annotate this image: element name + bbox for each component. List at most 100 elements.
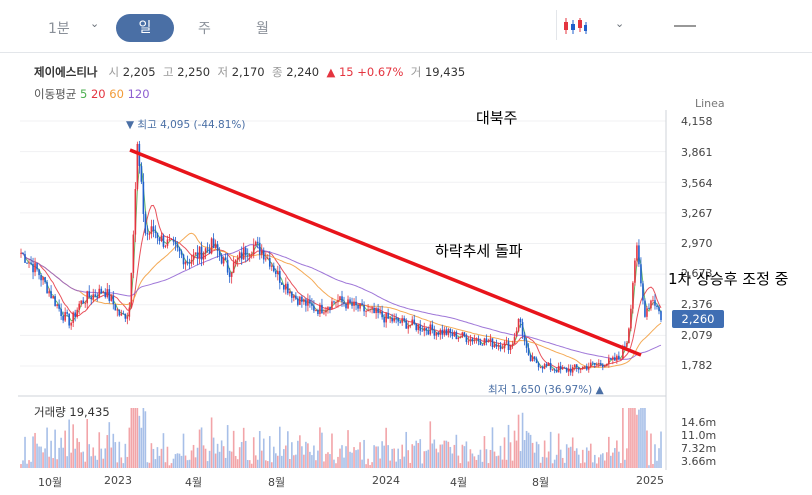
volume-bar bbox=[138, 415, 141, 468]
volume-bar bbox=[537, 444, 540, 468]
candle-body bbox=[210, 238, 213, 254]
volume-bar bbox=[439, 444, 442, 468]
candle-body bbox=[630, 308, 632, 329]
volume-bar bbox=[283, 449, 285, 468]
candle-body bbox=[565, 368, 568, 372]
volume-bar bbox=[387, 445, 389, 468]
volume-bar bbox=[78, 441, 80, 468]
candle-body bbox=[387, 313, 389, 319]
candle-body bbox=[577, 367, 580, 370]
volume-bar bbox=[126, 456, 129, 468]
volume-bar bbox=[561, 457, 564, 468]
candle-body bbox=[618, 355, 620, 359]
volume-bar bbox=[602, 453, 604, 468]
candle-body bbox=[264, 258, 267, 260]
volume-bar bbox=[507, 424, 510, 468]
volume-bar bbox=[465, 441, 468, 468]
volume-bar bbox=[409, 462, 412, 468]
candle-body bbox=[359, 303, 361, 309]
candle-body bbox=[497, 345, 500, 347]
volume-bar bbox=[102, 458, 105, 468]
volume-bar bbox=[511, 460, 514, 468]
candle-body bbox=[104, 292, 107, 298]
candle-body bbox=[48, 291, 50, 294]
volume-bar bbox=[642, 408, 644, 468]
candle-body bbox=[591, 362, 594, 364]
volume-bar bbox=[250, 463, 253, 468]
candle-body bbox=[604, 366, 606, 368]
candle-body bbox=[250, 254, 253, 255]
volume-bar bbox=[513, 430, 516, 468]
volume-bar bbox=[523, 440, 526, 468]
chevron-down-icon[interactable]: ⌄ bbox=[90, 17, 100, 30]
candle-body bbox=[427, 330, 430, 335]
volume-bar bbox=[44, 448, 46, 468]
candle-body bbox=[463, 332, 466, 337]
x-tick-label: 4월 bbox=[450, 476, 468, 489]
volume-bar bbox=[60, 437, 62, 468]
x-tick-label: 2024 bbox=[372, 474, 400, 487]
candle-body bbox=[365, 311, 367, 312]
candle-body bbox=[242, 247, 245, 260]
candle-body bbox=[297, 298, 299, 305]
tab-day[interactable]: 일 bbox=[116, 14, 174, 42]
candle-body bbox=[228, 272, 231, 277]
candle-body bbox=[246, 255, 249, 257]
tab-minute[interactable]: 1분 bbox=[48, 21, 70, 37]
tab-month[interactable]: 월 bbox=[256, 21, 269, 37]
volume-bar bbox=[391, 448, 393, 468]
volume-bar bbox=[547, 451, 550, 468]
candle-body bbox=[226, 259, 229, 273]
candle-body bbox=[598, 363, 600, 365]
volume-bar bbox=[339, 448, 341, 468]
candle-body bbox=[98, 288, 101, 298]
candle-body bbox=[136, 143, 139, 190]
candle-body bbox=[391, 317, 393, 322]
candle-body bbox=[260, 250, 263, 255]
volume-bar bbox=[421, 463, 424, 468]
volume-bar bbox=[222, 446, 225, 468]
candle-body bbox=[222, 257, 225, 264]
candle-body bbox=[132, 234, 135, 273]
minus-line-icon[interactable] bbox=[674, 24, 696, 28]
candle-body bbox=[182, 254, 185, 265]
stock-name: 제이에스티나 bbox=[34, 65, 98, 79]
candle-body bbox=[357, 305, 359, 309]
low-label: 저 bbox=[217, 65, 229, 79]
candle-body bbox=[140, 165, 143, 182]
chart-type-chevron-icon[interactable]: ⌄ bbox=[615, 17, 625, 30]
volume-bar bbox=[305, 441, 307, 468]
high-value: 2,250 bbox=[177, 65, 211, 79]
candle-body bbox=[638, 245, 640, 265]
candle-body bbox=[547, 362, 550, 366]
volume-bar bbox=[435, 448, 438, 468]
volume-bar bbox=[583, 462, 586, 468]
scale-type-label[interactable]: Linea bbox=[695, 97, 725, 110]
candle-body bbox=[481, 344, 484, 346]
volume-tick-label: 3.66m bbox=[681, 455, 717, 468]
candle-body bbox=[517, 318, 520, 332]
volume-bar bbox=[429, 421, 432, 468]
volume-bar bbox=[42, 452, 44, 468]
volume-bar bbox=[88, 444, 91, 468]
candle-body bbox=[507, 341, 510, 351]
candle-body bbox=[533, 356, 536, 359]
volume-bar bbox=[455, 434, 458, 468]
volume-bar bbox=[604, 460, 606, 468]
candle-body bbox=[152, 226, 155, 232]
volume-bar bbox=[244, 440, 247, 468]
candle-body bbox=[74, 312, 76, 317]
y-tick-label: 3,861 bbox=[681, 146, 713, 159]
y-tick-label: 2,970 bbox=[681, 237, 713, 250]
candlestick-chart-icon[interactable] bbox=[562, 16, 588, 36]
tab-week[interactable]: 주 bbox=[198, 21, 211, 37]
candle-body bbox=[403, 318, 405, 321]
volume-bar bbox=[423, 451, 426, 468]
candle-body bbox=[616, 355, 618, 361]
candle-body bbox=[551, 369, 554, 371]
candle-body bbox=[413, 319, 416, 324]
candle-body bbox=[315, 310, 317, 311]
candle-body bbox=[106, 289, 109, 298]
volume-bar bbox=[449, 446, 452, 468]
volume-bar bbox=[381, 441, 383, 468]
